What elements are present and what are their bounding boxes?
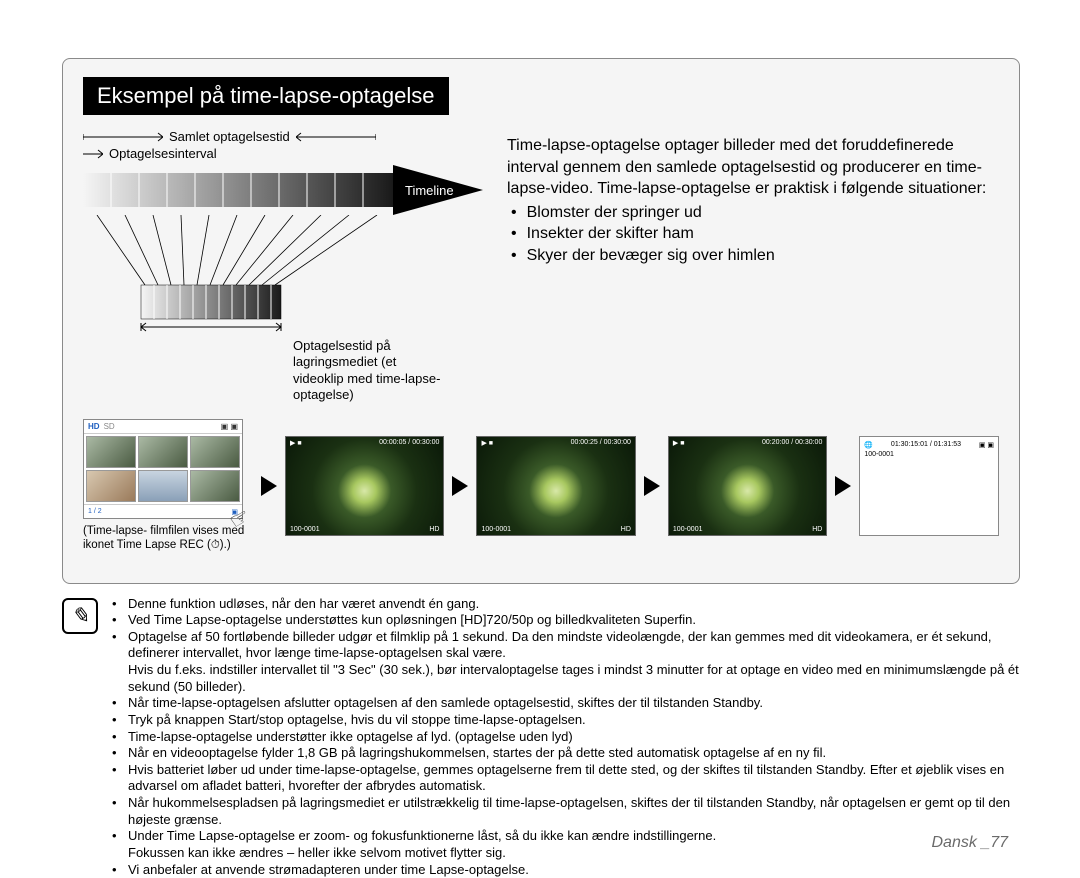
arrow-icon	[835, 476, 851, 496]
note-item: Når time-lapse-optagelsen afslutter opta…	[112, 695, 1020, 712]
legend-total: Samlet optagelsestid	[83, 129, 483, 144]
info-thumbnail: 🌐01:30:15:01 / 01:31:53▣ ▣ 100-0001	[859, 436, 999, 536]
note-item: Når hukommelsespladsen på lagringsmediet…	[112, 795, 1020, 828]
arrow-icon	[261, 476, 277, 496]
timeline-label-text: Timeline	[405, 183, 454, 198]
bullet-item: Skyer der bevæger sig over himlen	[507, 245, 999, 267]
note-item: Tryk på knappen Start/stop optagelse, hv…	[112, 712, 1020, 729]
example-panel: Eksempel på time-lapse-optagelse Samlet …	[62, 58, 1020, 584]
hd-badge: HD	[88, 422, 100, 431]
diagram-area: Samlet optagelsestid Optagelsesinterval	[83, 129, 999, 403]
page-number: Dansk _77	[932, 834, 1009, 852]
timeline-diagram: Samlet optagelsestid Optagelsesinterval	[83, 129, 483, 403]
arrow-icon	[452, 476, 468, 496]
legend-interval: Optagelsesinterval	[83, 146, 483, 161]
timeline-arrow: Timeline	[83, 165, 483, 215]
note-item: Når en videooptagelse fylder 1,8 GB på l…	[112, 745, 1020, 762]
bullet-item: Insekter der skifter ham	[507, 223, 999, 245]
bullet-item: Blomster der springer ud	[507, 202, 999, 224]
note-item: Optagelse af 50 fortløbende billeder udg…	[112, 629, 1020, 696]
video-thumb-3: ▶ ■00:20:00 / 00:30:00 100-0001HD	[668, 436, 827, 536]
note-item: Hvis batteriet løber ud under time-lapse…	[112, 762, 1020, 795]
description: Time-lapse-optagelse optager billeder me…	[507, 129, 999, 403]
note-item: Vi anbefaler at anvende strømadapteren u…	[112, 862, 1020, 878]
description-bullets: Blomster der springer ud Insekter der sk…	[507, 202, 999, 267]
convergence-diagram	[83, 215, 483, 335]
page: Eksempel på time-lapse-optagelse Samlet …	[62, 58, 1020, 878]
video-thumb-2: ▶ ■00:00:25 / 00:30:00 100-0001HD	[476, 436, 635, 536]
thumbnail-row: HD SD ▣ ▣ 1 / 2▣ ☞ (Time-lapse- filmfile…	[83, 419, 999, 553]
sd-badge: SD	[104, 422, 115, 431]
storage-caption: Optagelsestid på lagringsmediet (et vide…	[293, 338, 443, 403]
note-item: Denne funktion udløses, når den har være…	[112, 596, 1020, 613]
grid-caption: (Time-lapse- filmfilen vises med ikonet …	[83, 525, 253, 553]
note-item: Ved Time Lapse-optagelse understøttes ku…	[112, 612, 1020, 629]
note-item: Under Time Lapse-optagelse er zoom- og f…	[112, 828, 1020, 861]
legend-total-label: Samlet optagelsestid	[169, 129, 290, 144]
video-thumb-1: ▶ ■00:00:05 / 00:30:00 100-0001HD	[285, 436, 444, 536]
notes-list: Denne funktion udløses, når den har være…	[112, 596, 1020, 878]
note-item: Time-lapse-optagelse understøtter ikke o…	[112, 729, 1020, 746]
gallery-thumbnail: HD SD ▣ ▣ 1 / 2▣ ☞	[83, 419, 243, 519]
panel-title: Eksempel på time-lapse-optagelse	[83, 77, 449, 115]
legend-interval-label: Optagelsesinterval	[109, 146, 217, 161]
description-intro: Time-lapse-optagelse optager billeder me…	[507, 135, 999, 200]
arrow-icon	[644, 476, 660, 496]
notes-section: ✎ Denne funktion udløses, når den har væ…	[62, 596, 1020, 878]
note-icon: ✎	[62, 598, 98, 634]
